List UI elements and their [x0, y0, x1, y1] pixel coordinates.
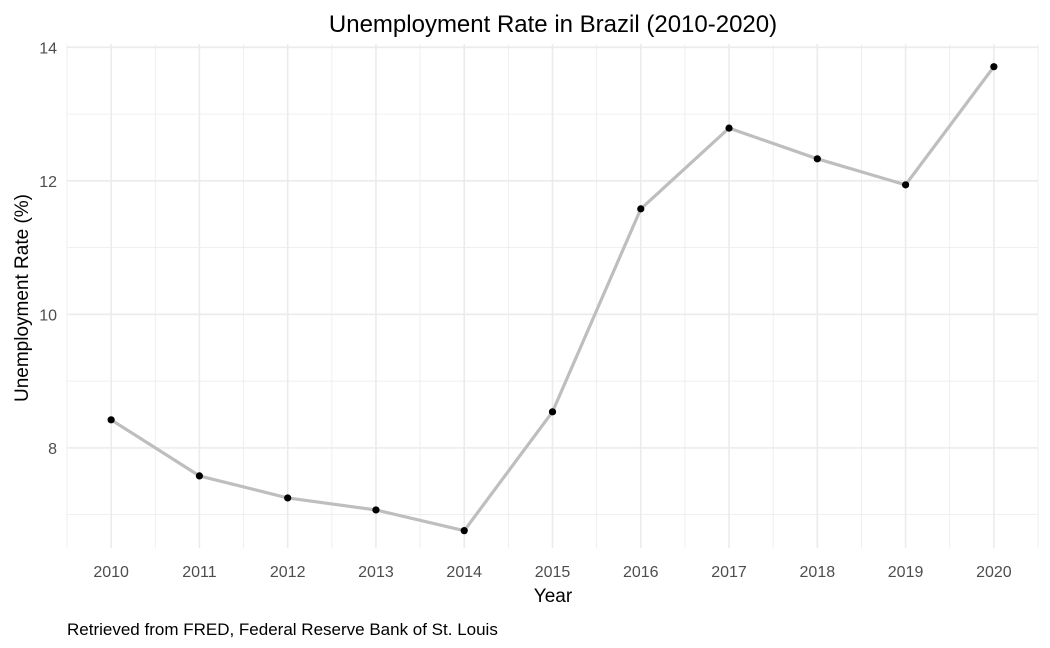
- x-tick-label: 2017: [711, 564, 747, 581]
- y-tick-label: 12: [39, 174, 57, 191]
- x-tick-label: 2019: [888, 564, 924, 581]
- data-point: [284, 494, 292, 502]
- points-layer: [107, 63, 998, 535]
- y-axis-ticks: 8 10 12 14: [39, 40, 57, 458]
- data-point: [460, 527, 468, 535]
- y-tick-label: 8: [48, 441, 57, 458]
- data-point: [107, 416, 115, 424]
- data-point: [372, 506, 380, 514]
- data-point: [813, 155, 821, 163]
- x-axis-ticks: 2010 2011 2012 2013 2014 2015 2016 2017 2018 2019…: [93, 564, 1011, 581]
- data-point: [637, 205, 645, 213]
- x-tick-label: 2010: [93, 564, 129, 581]
- data-point: [725, 124, 733, 132]
- x-tick-label: 2016: [623, 564, 659, 581]
- x-tick-label: 2014: [446, 564, 482, 581]
- x-tick-label: 2012: [270, 564, 306, 581]
- data-point: [195, 472, 204, 480]
- data-point: [901, 181, 910, 189]
- x-tick-label: 2011: [182, 564, 217, 581]
- data-point: [990, 63, 998, 71]
- y-tick-label: 14: [39, 40, 57, 57]
- y-axis-title: Unemployment Rate (%): [12, 194, 33, 402]
- x-tick-label: 2015: [535, 564, 571, 581]
- data-point: [548, 408, 557, 416]
- chart-caption: Retrieved from FRED, Federal Reserve Ban…: [67, 620, 498, 639]
- grid-lines: [66, 44, 1039, 548]
- y-tick-label: 10: [39, 307, 57, 324]
- x-tick-label: 2018: [800, 564, 836, 581]
- chart-title: Unemployment Rate in Brazil (2010-2020): [329, 11, 777, 38]
- x-tick-label: 2013: [358, 564, 394, 581]
- x-tick-label: 2020: [976, 564, 1012, 581]
- x-axis-title: Year: [534, 586, 573, 607]
